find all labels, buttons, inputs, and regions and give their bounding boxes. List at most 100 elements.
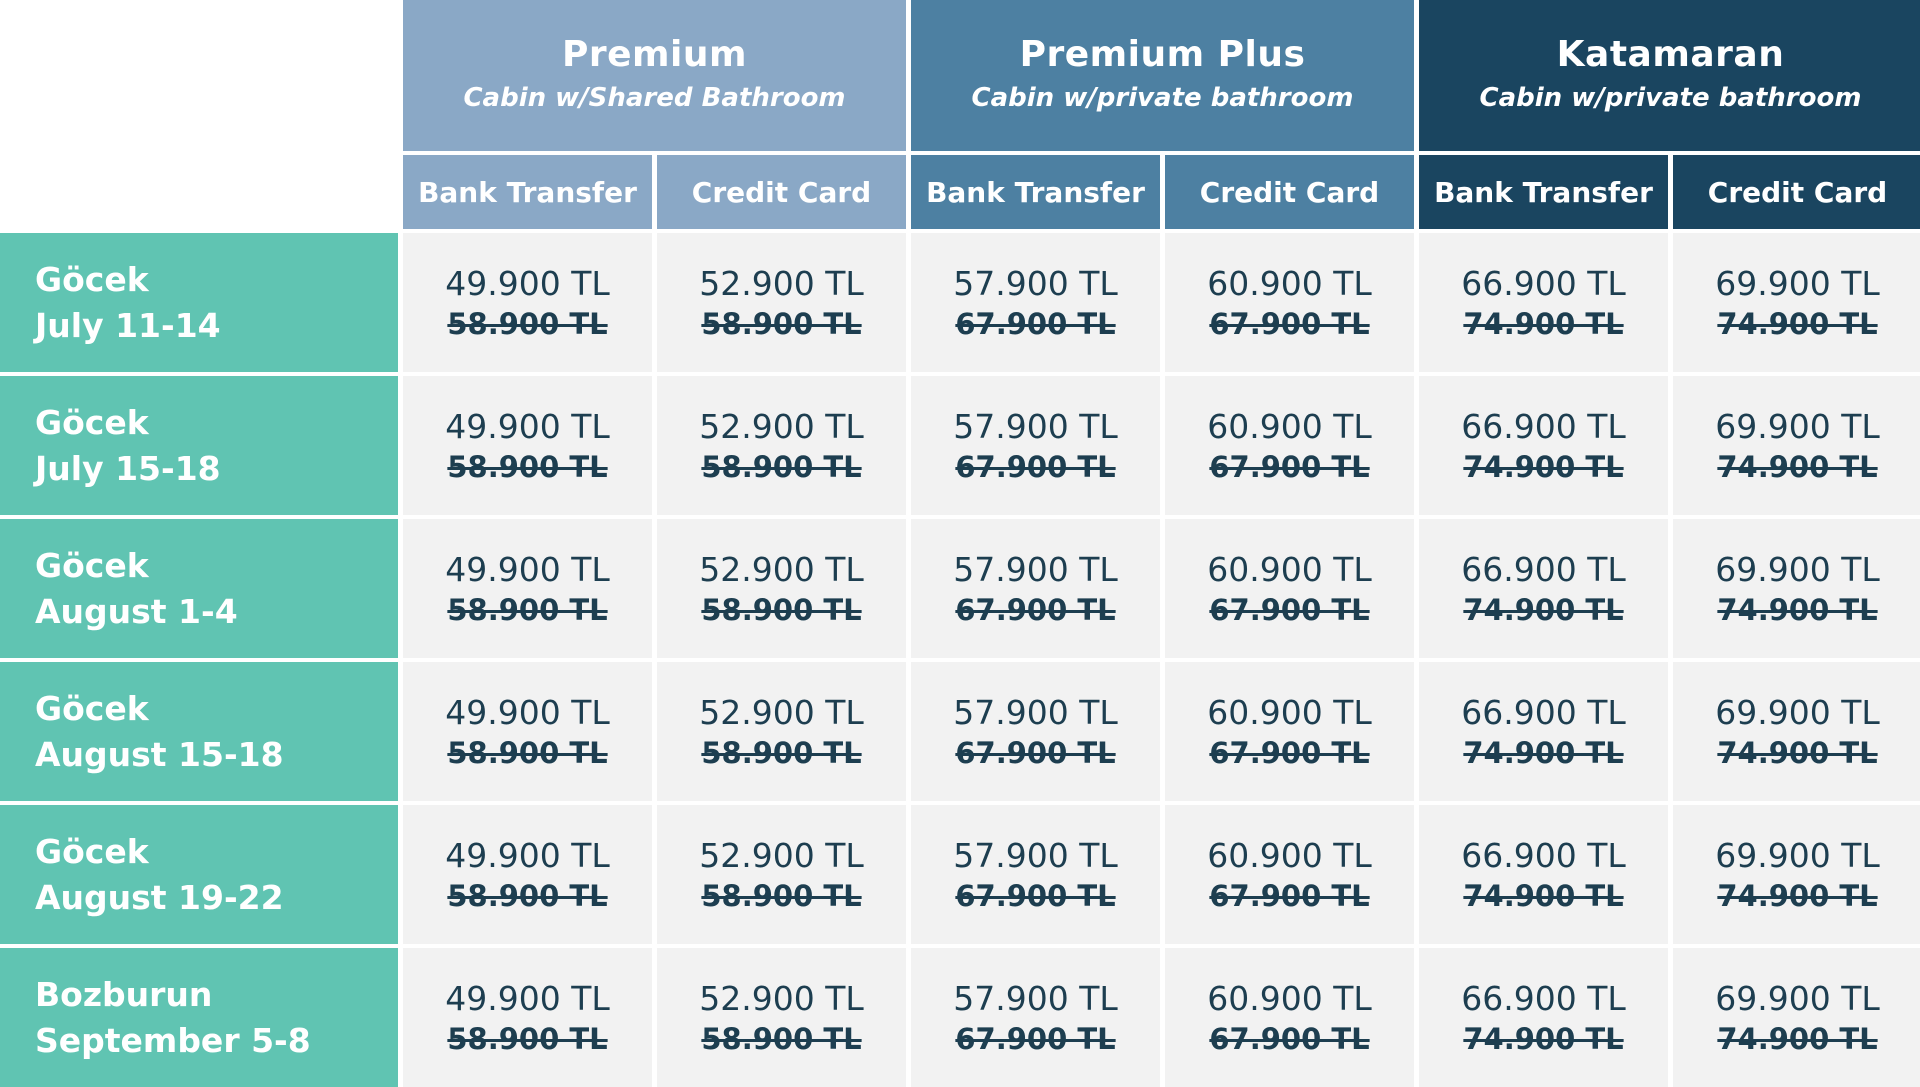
original-price: 58.900 TL: [447, 592, 608, 627]
price-cell: 57.900 TL 67.900 TL: [911, 948, 1160, 1087]
original-price: 74.900 TL: [1463, 449, 1624, 484]
price-cell: 57.900 TL 67.900 TL: [911, 376, 1160, 515]
discounted-price: 57.900 TL: [953, 692, 1118, 732]
original-price: 58.900 TL: [701, 735, 862, 770]
discounted-price: 69.900 TL: [1715, 406, 1880, 446]
price-cell: 60.900 TL 67.900 TL: [1165, 948, 1414, 1087]
price-cell: 49.900 TL 58.900 TL: [403, 805, 652, 944]
original-price: 67.900 TL: [1209, 1021, 1370, 1056]
tour-date-cell: Göcek August 15-18: [0, 662, 398, 801]
discounted-price: 57.900 TL: [953, 978, 1118, 1018]
discounted-price: 57.900 TL: [953, 263, 1118, 303]
discounted-price: 52.900 TL: [699, 978, 864, 1018]
discounted-price: 60.900 TL: [1207, 406, 1372, 446]
original-price: 58.900 TL: [447, 1021, 608, 1056]
discounted-price: 66.900 TL: [1461, 692, 1626, 732]
original-price: 74.900 TL: [1717, 878, 1878, 913]
payment-header-credit-card: Credit Card: [657, 155, 906, 229]
tour-location: Göcek: [35, 402, 149, 442]
discounted-price: 66.900 TL: [1461, 263, 1626, 303]
original-price: 58.900 TL: [447, 306, 608, 341]
original-price: 74.900 TL: [1717, 306, 1878, 341]
payment-header-credit-card: Credit Card: [1673, 155, 1920, 229]
payment-header-credit-card: Credit Card: [1165, 155, 1414, 229]
tour-dates: September 5-8: [35, 1020, 311, 1060]
discounted-price: 57.900 TL: [953, 406, 1118, 446]
tier-name: Premium: [561, 34, 748, 75]
price-cell: 69.900 TL 74.900 TL: [1673, 662, 1920, 801]
price-cell: 60.900 TL 67.900 TL: [1165, 519, 1414, 658]
original-price: 58.900 TL: [701, 878, 862, 913]
price-cell: 52.900 TL 58.900 TL: [657, 376, 906, 515]
price-cell: 60.900 TL 67.900 TL: [1165, 233, 1414, 372]
discounted-price: 60.900 TL: [1207, 692, 1372, 732]
discounted-price: 52.900 TL: [699, 406, 864, 446]
discounted-price: 60.900 TL: [1207, 549, 1372, 589]
original-price: 58.900 TL: [701, 449, 862, 484]
price-cell: 52.900 TL 58.900 TL: [657, 805, 906, 944]
original-price: 74.900 TL: [1717, 449, 1878, 484]
price-cell: 66.900 TL 74.900 TL: [1419, 805, 1668, 944]
discounted-price: 66.900 TL: [1461, 406, 1626, 446]
payment-header-bank-transfer: Bank Transfer: [403, 155, 652, 229]
tier-name: Katamaran: [1556, 34, 1785, 75]
price-cell: 49.900 TL 58.900 TL: [403, 233, 652, 372]
tour-date-cell: Bozburun September 5-8: [0, 948, 398, 1087]
discounted-price: 52.900 TL: [699, 549, 864, 589]
price-cell: 57.900 TL 67.900 TL: [911, 662, 1160, 801]
discounted-price: 60.900 TL: [1207, 263, 1372, 303]
price-cell: 52.900 TL 58.900 TL: [657, 948, 906, 1087]
tour-location: Göcek: [35, 831, 149, 871]
discounted-price: 66.900 TL: [1461, 835, 1626, 875]
payment-header-bank-transfer: Bank Transfer: [911, 155, 1160, 229]
discounted-price: 52.900 TL: [699, 692, 864, 732]
tier-header-katamaran: Katamaran Cabin w/private bathroom: [1419, 0, 1920, 151]
tour-location: Göcek: [35, 259, 149, 299]
discounted-price: 49.900 TL: [445, 549, 610, 589]
tour-date-cell: Göcek July 15-18: [0, 376, 398, 515]
tour-dates: July 15-18: [35, 448, 221, 488]
price-cell: 49.900 TL 58.900 TL: [403, 662, 652, 801]
discounted-price: 49.900 TL: [445, 978, 610, 1018]
original-price: 58.900 TL: [447, 449, 608, 484]
price-cell: 69.900 TL 74.900 TL: [1673, 948, 1920, 1087]
price-cell: 66.900 TL 74.900 TL: [1419, 662, 1668, 801]
discounted-price: 52.900 TL: [699, 835, 864, 875]
discounted-price: 69.900 TL: [1715, 549, 1880, 589]
tier-header-premium-plus: Premium Plus Cabin w/private bathroom: [911, 0, 1414, 151]
price-cell: 57.900 TL 67.900 TL: [911, 233, 1160, 372]
original-price: 58.900 TL: [701, 1021, 862, 1056]
original-price: 74.900 TL: [1463, 306, 1624, 341]
discounted-price: 69.900 TL: [1715, 263, 1880, 303]
tour-dates: August 1-4: [35, 591, 238, 631]
original-price: 74.900 TL: [1463, 735, 1624, 770]
tier-subtitle: Cabin w/Shared Bathroom: [463, 83, 846, 113]
original-price: 58.900 TL: [447, 735, 608, 770]
tier-subtitle: Cabin w/private bathroom: [971, 83, 1354, 113]
original-price: 67.900 TL: [1209, 449, 1370, 484]
price-cell: 66.900 TL 74.900 TL: [1419, 233, 1668, 372]
original-price: 58.900 TL: [701, 592, 862, 627]
table-corner: [0, 0, 398, 229]
price-cell: 60.900 TL 67.900 TL: [1165, 805, 1414, 944]
tour-location: Göcek: [35, 545, 149, 585]
discounted-price: 57.900 TL: [953, 835, 1118, 875]
original-price: 74.900 TL: [1717, 735, 1878, 770]
price-cell: 49.900 TL 58.900 TL: [403, 519, 652, 658]
price-cell: 66.900 TL 74.900 TL: [1419, 519, 1668, 658]
original-price: 74.900 TL: [1717, 592, 1878, 627]
tier-name: Premium Plus: [1019, 34, 1306, 75]
price-cell: 69.900 TL 74.900 TL: [1673, 233, 1920, 372]
original-price: 67.900 TL: [955, 878, 1116, 913]
original-price: 74.900 TL: [1463, 1021, 1624, 1056]
discounted-price: 49.900 TL: [445, 406, 610, 446]
tier-subtitle: Cabin w/private bathroom: [1479, 83, 1862, 113]
price-cell: 57.900 TL 67.900 TL: [911, 805, 1160, 944]
original-price: 67.900 TL: [1209, 878, 1370, 913]
original-price: 67.900 TL: [955, 735, 1116, 770]
discounted-price: 69.900 TL: [1715, 835, 1880, 875]
discounted-price: 60.900 TL: [1207, 835, 1372, 875]
discounted-price: 49.900 TL: [445, 835, 610, 875]
discounted-price: 66.900 TL: [1461, 549, 1626, 589]
